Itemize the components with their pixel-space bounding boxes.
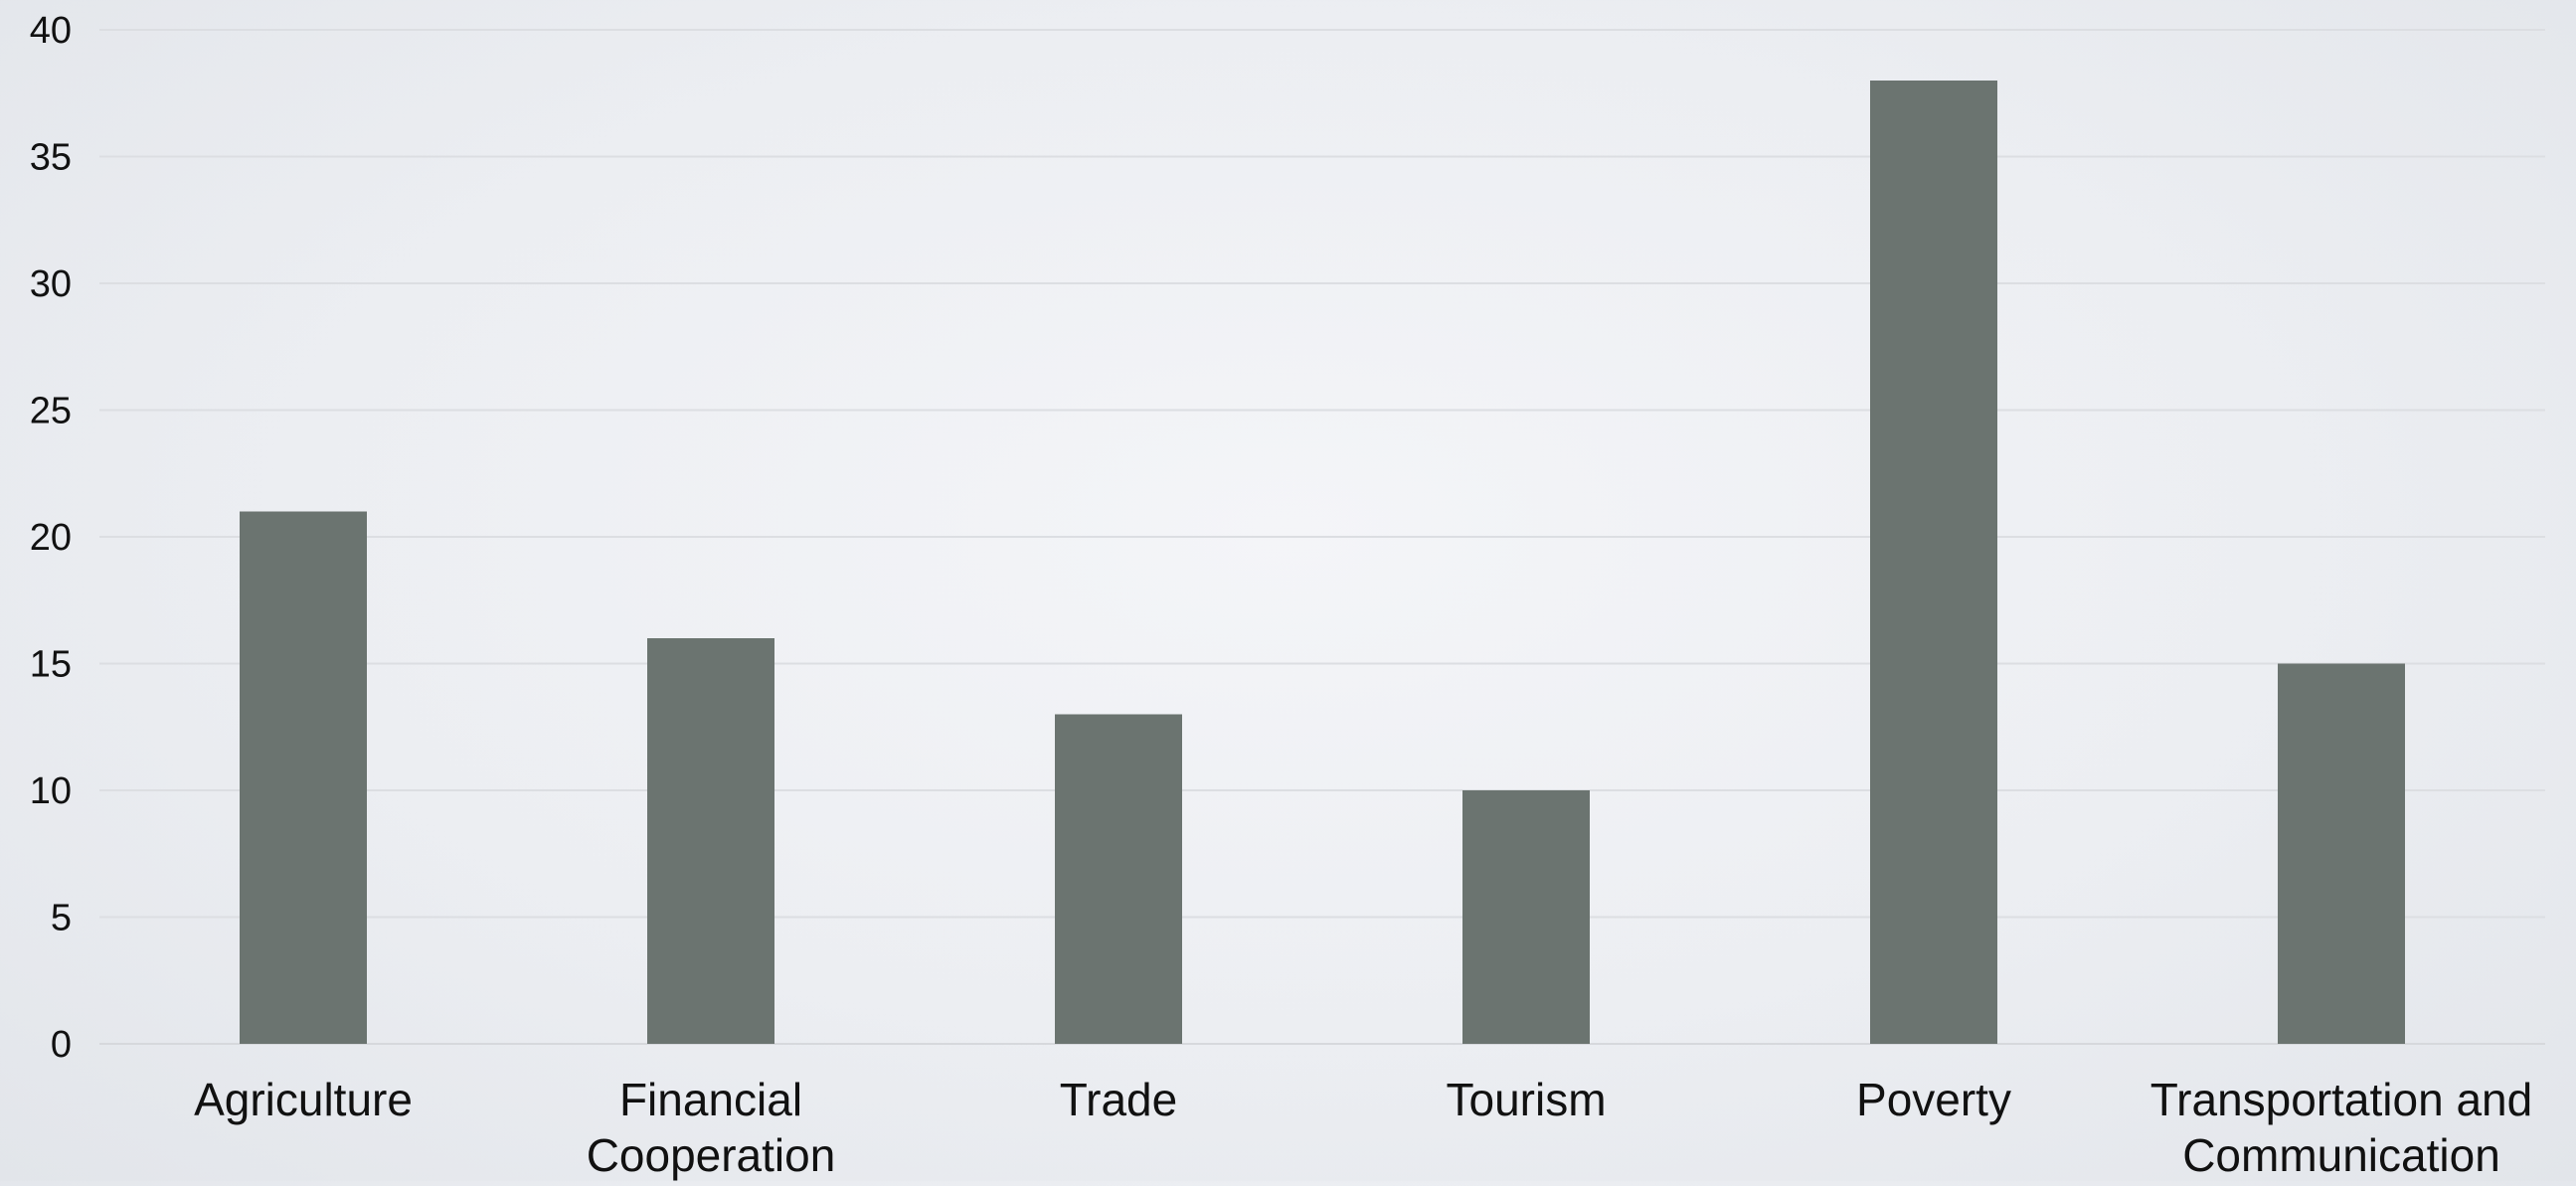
y-tick-label: 20: [30, 517, 72, 559]
y-tick-label: 10: [30, 770, 72, 812]
x-tick-label: Tourism: [1446, 1074, 1606, 1125]
y-tick-label: 40: [30, 10, 72, 52]
y-tick-label: 35: [30, 137, 72, 179]
x-tick-label: Financial Cooperation: [587, 1074, 836, 1181]
bar: [2278, 663, 2405, 1044]
x-tick-label: Trade: [1060, 1074, 1177, 1125]
y-tick-label: 15: [30, 644, 72, 686]
x-tick-label: Poverty: [1856, 1074, 2011, 1125]
bar: [1462, 790, 1590, 1044]
bars: [240, 81, 2405, 1044]
bar: [1870, 81, 1997, 1044]
bar: [647, 638, 774, 1044]
y-tick-label: 25: [30, 391, 72, 432]
y-axis: 0 5 10 15 20 25 30 35 40: [30, 10, 72, 1066]
x-tick-label-line: Agriculture: [194, 1074, 413, 1125]
x-tick-label-line: Cooperation: [587, 1129, 836, 1181]
x-tick-label-line: Transportation and: [2150, 1074, 2532, 1125]
x-tick-label: Agriculture: [194, 1074, 413, 1125]
y-tick-label: 0: [51, 1024, 72, 1066]
gridlines: [99, 29, 2545, 1045]
x-tick-label-line: Financial: [619, 1074, 802, 1125]
x-tick-label-line: Poverty: [1856, 1074, 2011, 1125]
y-tick-label: 5: [51, 898, 72, 939]
x-tick-label-line: Communication: [2182, 1129, 2500, 1181]
x-axis: Agriculture Financial Cooperation Trade Tour…: [194, 1074, 2532, 1181]
x-tick-label: Transportation and Communication: [2150, 1074, 2532, 1181]
x-tick-label-line: Trade: [1060, 1074, 1177, 1125]
y-tick-label: 30: [30, 263, 72, 305]
bar: [240, 511, 367, 1044]
x-tick-label-line: Tourism: [1446, 1074, 1606, 1125]
bar: [1055, 714, 1182, 1044]
